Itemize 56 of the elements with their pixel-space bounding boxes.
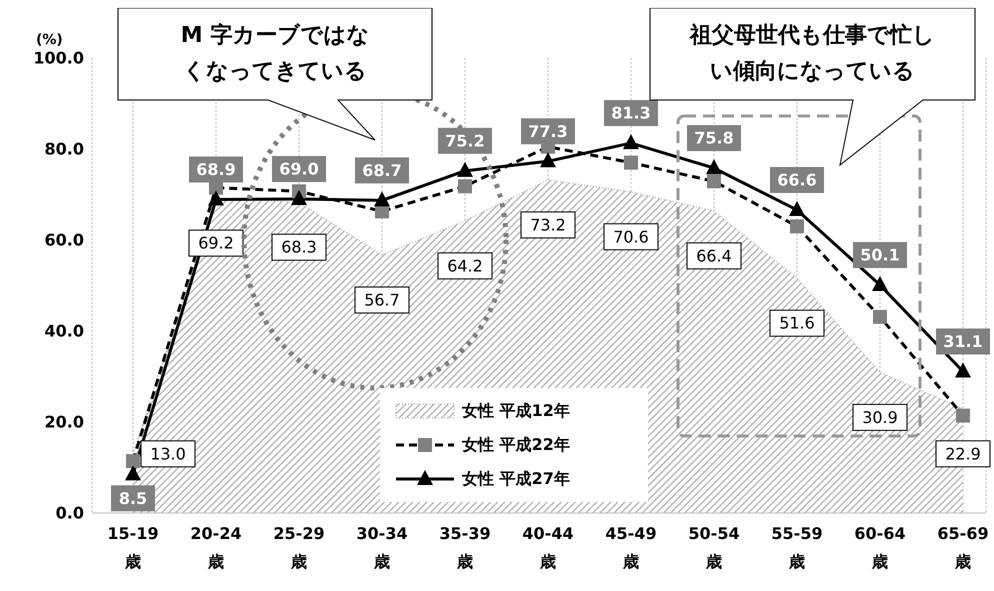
data-label: 69.2 xyxy=(198,234,234,253)
data-label: 75.2 xyxy=(445,131,485,150)
point xyxy=(872,276,888,292)
x-tick-label: 25-29 歳 xyxy=(273,524,325,571)
x-tick-label: 30-34 歳 xyxy=(356,524,408,571)
data-label: 81.3 xyxy=(611,104,651,123)
annotation: 祖父母世代も仕事で忙しい傾向になっている xyxy=(688,22,936,86)
point xyxy=(706,159,722,174)
point xyxy=(623,134,639,150)
data-label: 51.6 xyxy=(779,314,815,333)
point xyxy=(457,162,473,177)
point xyxy=(955,362,971,378)
data-label: 8.5 xyxy=(118,488,148,508)
data-label: 68.7 xyxy=(362,160,402,180)
x-tick-label: 55-59 歳 xyxy=(771,524,823,571)
x-tick-label: 65-69 歳 xyxy=(937,524,989,571)
legend-label: 女性 平成27年 xyxy=(462,468,570,490)
y-tick-label: 0.0 xyxy=(56,504,84,523)
y-tick-label: 80.0 xyxy=(44,140,84,159)
x-tick-label: 60-64 歳 xyxy=(854,524,906,571)
legend-label: 女性 平成22年 xyxy=(462,434,570,456)
point xyxy=(789,200,805,216)
data-label: 13.0 xyxy=(150,444,186,464)
x-tick-label: 35-39 歳 xyxy=(439,524,491,571)
y-tick-label: 60.0 xyxy=(44,230,84,250)
data-label: 68.9 xyxy=(196,160,236,180)
data-label: 68.3 xyxy=(281,238,317,257)
point xyxy=(291,190,307,206)
y-tick-label: 20.0 xyxy=(44,412,84,432)
x-tick-label: 50-54 歳 xyxy=(688,524,740,571)
data-label: 73.2 xyxy=(530,215,566,234)
x-tick-label: 45-49 歳 xyxy=(605,524,657,571)
y-tick-label: 100.0 xyxy=(33,48,84,68)
data-label: 66.4 xyxy=(696,246,732,266)
data-label: 75.8 xyxy=(694,128,734,148)
data-label: 30.9 xyxy=(862,408,898,427)
data-label: 69.0 xyxy=(279,160,319,179)
point xyxy=(374,191,390,206)
data-label: 66.6 xyxy=(777,170,817,190)
data-label: 56.7 xyxy=(364,290,400,310)
data-label: 64.2 xyxy=(447,256,483,276)
legend-label: 女性 平成12年 xyxy=(462,400,570,422)
annotation: M 字カーブではなくなってきている xyxy=(180,22,370,86)
data-label: 70.6 xyxy=(613,227,649,246)
point xyxy=(125,465,141,480)
x-tick-label: 20-24 歳 xyxy=(190,524,242,571)
data-label: 31.1 xyxy=(943,332,983,351)
y-tick-label: 40.0 xyxy=(44,322,84,341)
x-tick-label: 15-19 歳 xyxy=(107,524,159,571)
point xyxy=(208,190,224,206)
data-label: 50.1 xyxy=(860,246,900,265)
data-label: 77.3 xyxy=(528,122,568,141)
data-label: 22.9 xyxy=(945,444,981,464)
x-tick-label: 40-44 歳 xyxy=(522,524,574,571)
point xyxy=(540,152,556,168)
y-axis-title: (%) xyxy=(36,32,63,48)
